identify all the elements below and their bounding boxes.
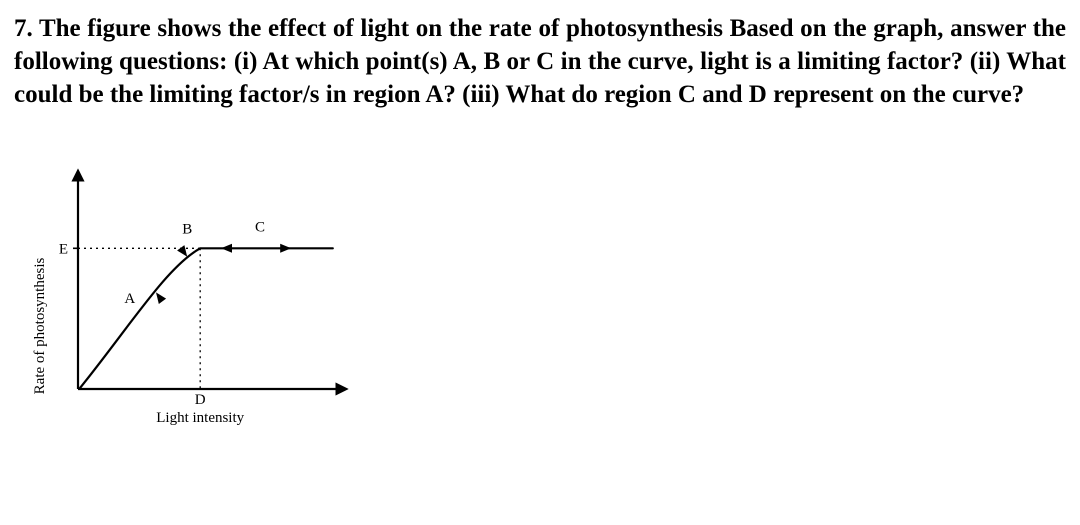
x-axis-label: Light intensity xyxy=(156,410,244,426)
point-label-a: A xyxy=(124,291,135,307)
point-label-b: B xyxy=(182,222,192,238)
y-axis-label: Rate of photosynthesis xyxy=(32,258,48,395)
point-label-c: C xyxy=(255,220,265,236)
photosynthesis-curve xyxy=(80,248,333,388)
photosynthesis-chart: A B C D E Light intensity Rate of photosynthes… xyxy=(20,139,1066,444)
point-label-d: D xyxy=(195,392,206,408)
question-text: 7. The figure shows the effect of light … xyxy=(14,12,1066,111)
region-arrow-c-back xyxy=(221,244,232,253)
region-arrow-c-fwd xyxy=(280,244,291,253)
y-tick-label-e: E xyxy=(59,241,68,257)
